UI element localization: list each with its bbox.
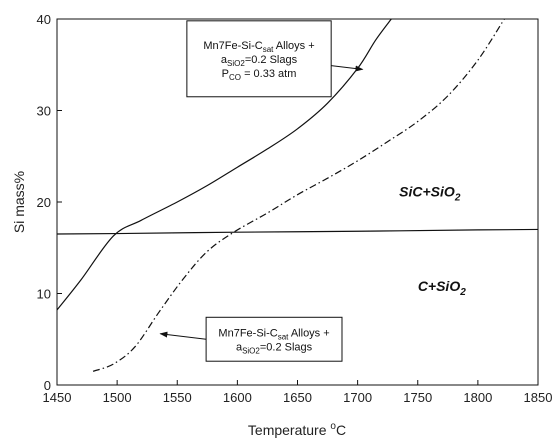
x-tick-label: 1500 xyxy=(103,390,132,405)
annotation-text: Mn7Fe-Si-C xyxy=(218,327,277,339)
annotation-text: =0.2 Slags xyxy=(260,341,313,353)
annotation-subscript: SiO2 xyxy=(242,346,260,355)
x-axis-label-text: Temperature xyxy=(248,422,330,438)
annotation-box xyxy=(205,316,343,362)
annotation-line: PCO = 0.33 atm xyxy=(222,68,297,82)
x-tick-label: 1800 xyxy=(463,390,492,405)
annotation-subscript: sat xyxy=(278,332,289,341)
annotation-subscript: SiO2 xyxy=(227,59,245,68)
y-axis-ticks: 0 10 20 30 40 xyxy=(37,12,62,393)
region-label-main: C+SiO xyxy=(418,278,461,294)
annotation-text: a xyxy=(236,341,243,353)
region-label: SiC+SiO2 xyxy=(399,184,461,204)
series-line-1 xyxy=(92,18,505,372)
region-label: C+SiO2 xyxy=(418,278,466,298)
y-tick-label: 40 xyxy=(37,12,51,27)
region-label-subscript: 2 xyxy=(454,193,461,204)
x-axis-ticks: 1450 1500 1550 1600 1650 1700 1750 1800 1850 xyxy=(43,380,553,405)
annotation-subscript: CO xyxy=(229,73,241,82)
annotation-text: Alloys + xyxy=(288,327,329,339)
x-tick-label: 1650 xyxy=(283,390,312,405)
x-axis-label-unit: C xyxy=(336,422,346,438)
annotation-text: Mn7Fe-Si-C xyxy=(203,40,262,52)
x-axis-label-degree: o xyxy=(330,421,336,432)
x-tick-label: 1600 xyxy=(223,390,252,405)
annotation-line: aSiO2=0.2 Slags xyxy=(221,54,298,68)
series-line-2 xyxy=(56,228,539,235)
x-tick-label: 1750 xyxy=(403,390,432,405)
y-tick-label: 0 xyxy=(44,378,51,393)
annotation-text: a xyxy=(221,54,228,66)
annotation-text: Alloys + xyxy=(273,40,314,52)
annotation-line: Mn7Fe-Si-Csat Alloys + xyxy=(218,327,329,341)
x-tick-label: 1700 xyxy=(343,390,372,405)
annotation-text: P xyxy=(222,68,229,80)
annotation-text: =0.2 Slags xyxy=(245,54,298,66)
region-label-main: SiC+SiO xyxy=(399,184,455,200)
annotation-arrow xyxy=(159,331,207,340)
y-tick-label: 10 xyxy=(37,287,51,302)
x-tick-label: 1850 xyxy=(524,390,553,405)
x-tick-label: 1450 xyxy=(43,390,72,405)
annotation-subscript: sat xyxy=(263,45,274,54)
annotation-line: aSiO2=0.2 Slags xyxy=(236,341,313,355)
annotation-line: Mn7Fe-Si-Csat Alloys + xyxy=(203,40,314,54)
x-axis-label: Temperature oC xyxy=(248,421,346,438)
y-axis-label: Si mass% xyxy=(11,171,27,233)
y-tick-label: 30 xyxy=(37,104,51,119)
region-label-subscript: 2 xyxy=(459,287,466,298)
x-tick-label: 1550 xyxy=(163,390,192,405)
annotation-box xyxy=(186,20,332,98)
y-tick-label: 20 xyxy=(37,195,51,210)
annotation-text: = 0.33 atm xyxy=(241,68,296,80)
annotations: Mn7Fe-Si-Csat Alloys +aSiO2=0.2 SlagsPCO… xyxy=(159,20,364,362)
annotation-arrow xyxy=(331,65,364,72)
